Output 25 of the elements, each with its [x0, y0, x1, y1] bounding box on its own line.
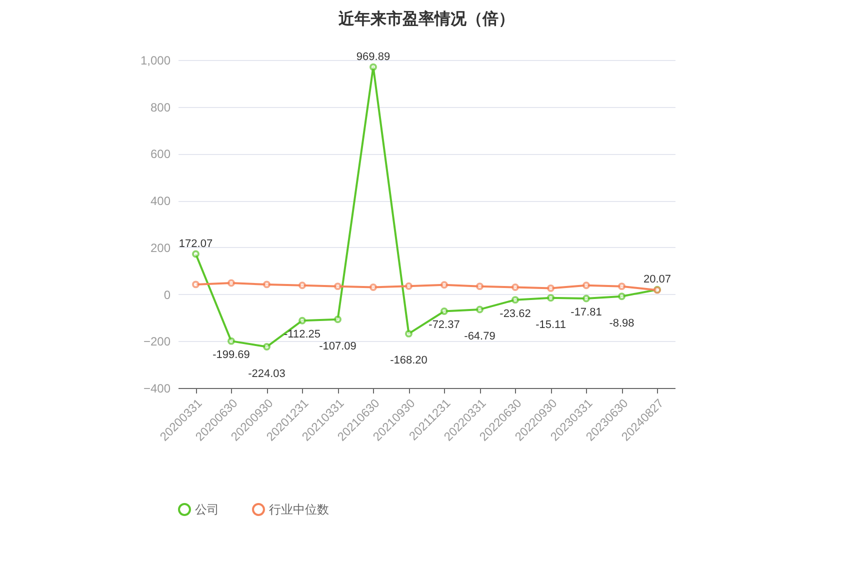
- y-tick-label: 600: [150, 147, 171, 162]
- data-label: -112.25: [284, 328, 320, 341]
- data-label: -168.20: [390, 354, 428, 367]
- data-label: 969.89: [356, 51, 390, 64]
- data-label: -72.37: [428, 319, 460, 332]
- y-tick-label: −400: [143, 382, 171, 396]
- data-label: 172.07: [178, 238, 213, 250]
- chart-title: 近年来市盈率情况（倍）: [338, 9, 514, 28]
- data-label: -64.79: [464, 330, 496, 342]
- y-tick-label: 0: [164, 288, 171, 302]
- legend-label: 公司: [195, 502, 219, 517]
- data-label: -23.62: [500, 308, 531, 320]
- y-tick-label: 400: [150, 194, 171, 208]
- data-label: -199.69: [212, 349, 250, 362]
- y-tick-label: 1,000: [140, 54, 171, 68]
- y-tick-label: 800: [150, 100, 171, 114]
- data-label: -8.98: [609, 317, 634, 330]
- data-label: 20.07: [643, 274, 672, 286]
- data-label: -107.09: [319, 340, 356, 352]
- data-label: -224.03: [248, 368, 286, 380]
- y-tick-label: 200: [150, 240, 171, 255]
- data-label: -15.11: [536, 318, 566, 331]
- y-tick-label: −200: [143, 334, 171, 349]
- data-label: -17.81: [570, 306, 602, 318]
- legend-label: 行业中位数: [269, 502, 329, 517]
